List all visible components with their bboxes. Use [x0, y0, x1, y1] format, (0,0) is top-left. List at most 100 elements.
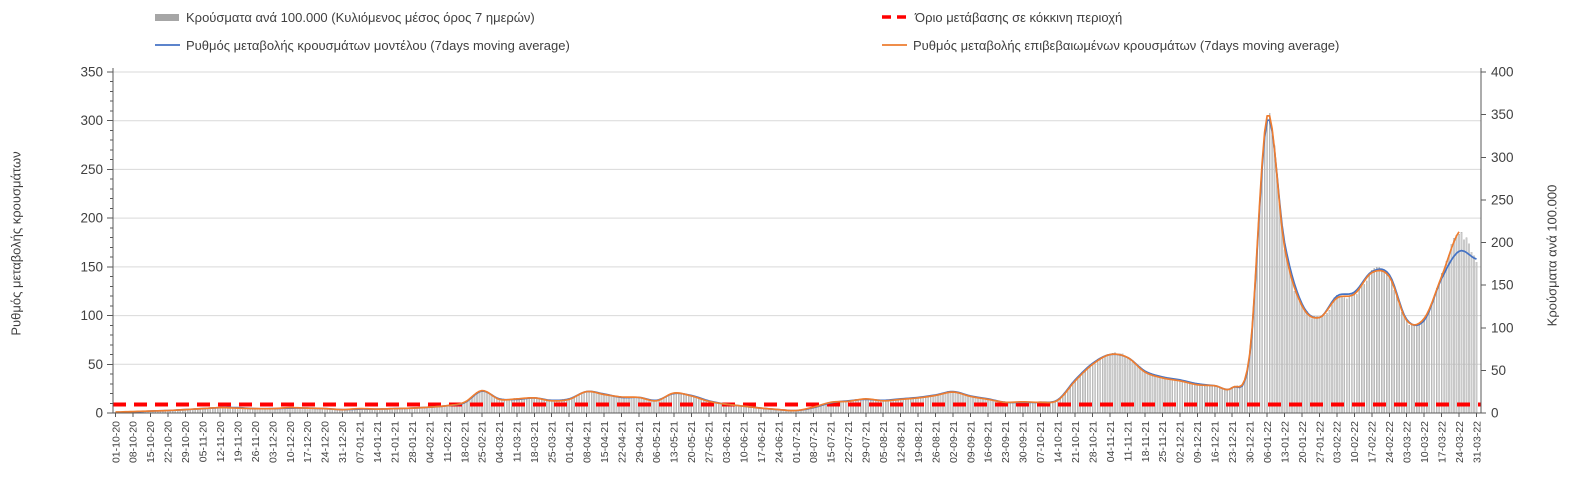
svg-text:13-01-22: 13-01-22 — [1279, 421, 1291, 463]
svg-text:05-08-21: 05-08-21 — [878, 421, 890, 463]
legend-label-model-line: Ρυθμός μεταβολής κρουσμάτων μοντέλου (7d… — [186, 37, 570, 53]
svg-text:400: 400 — [1491, 65, 1514, 80]
svg-text:16-12-21: 16-12-21 — [1210, 421, 1222, 463]
svg-text:25-02-21: 25-02-21 — [477, 421, 489, 463]
svg-text:17-06-21: 17-06-21 — [756, 421, 768, 463]
svg-text:22-07-21: 22-07-21 — [843, 421, 855, 463]
svg-text:08-07-21: 08-07-21 — [808, 421, 820, 463]
svg-text:24-06-21: 24-06-21 — [773, 421, 785, 463]
svg-text:27-01-22: 27-01-22 — [1314, 421, 1326, 463]
tick-marks — [107, 71, 1486, 414]
gridlines — [113, 71, 1481, 365]
svg-text:04-11-21: 04-11-21 — [1105, 421, 1117, 462]
orange-line-icon — [882, 44, 907, 46]
svg-text:300: 300 — [1491, 150, 1514, 165]
svg-text:50: 50 — [1491, 363, 1506, 378]
svg-text:150: 150 — [80, 259, 103, 274]
svg-text:28-10-21: 28-10-21 — [1087, 421, 1099, 463]
svg-text:200: 200 — [80, 211, 103, 226]
svg-text:01-07-21: 01-07-21 — [791, 421, 803, 463]
svg-text:19-08-21: 19-08-21 — [913, 421, 925, 463]
svg-text:26-11-20: 26-11-20 — [250, 421, 262, 462]
svg-text:300: 300 — [80, 113, 103, 128]
svg-text:31-03-22: 31-03-22 — [1471, 421, 1483, 463]
svg-text:26-08-21: 26-08-21 — [930, 421, 942, 463]
svg-text:21-10-21: 21-10-21 — [1070, 421, 1082, 463]
svg-text:350: 350 — [80, 65, 103, 80]
legend-label-confirmed-line: Ρυθμός μεταβολής επιβεβαιωμένων κρουσμάτ… — [913, 37, 1340, 53]
svg-text:11-03-21: 11-03-21 — [512, 421, 524, 462]
svg-text:24-12-20: 24-12-20 — [320, 421, 332, 463]
svg-text:18-11-21: 18-11-21 — [1140, 421, 1152, 462]
svg-text:24-03-22: 24-03-22 — [1454, 421, 1466, 463]
svg-text:14-01-21: 14-01-21 — [372, 421, 384, 463]
svg-text:22-04-21: 22-04-21 — [616, 421, 628, 463]
svg-text:50: 50 — [88, 357, 103, 372]
svg-text:03-02-22: 03-02-22 — [1332, 421, 1344, 463]
svg-text:09-09-21: 09-09-21 — [965, 421, 977, 463]
svg-text:08-10-20: 08-10-20 — [128, 421, 140, 463]
svg-text:29-07-21: 29-07-21 — [861, 421, 873, 463]
svg-text:17-12-20: 17-12-20 — [302, 421, 314, 463]
svg-text:29-10-20: 29-10-20 — [180, 421, 192, 463]
svg-text:20-01-22: 20-01-22 — [1297, 421, 1309, 463]
svg-text:04-02-21: 04-02-21 — [424, 421, 436, 463]
svg-text:10-12-20: 10-12-20 — [285, 421, 297, 463]
svg-text:03-06-21: 03-06-21 — [721, 421, 733, 463]
svg-text:150: 150 — [1491, 278, 1514, 293]
svg-text:24-02-22: 24-02-22 — [1384, 421, 1396, 463]
svg-text:06-05-21: 06-05-21 — [651, 421, 663, 463]
svg-text:10-06-21: 10-06-21 — [739, 421, 751, 463]
svg-text:18-03-21: 18-03-21 — [529, 421, 541, 463]
dashed-line-icon — [882, 15, 909, 19]
svg-text:0: 0 — [1491, 406, 1499, 421]
axes — [112, 68, 1482, 414]
svg-text:100: 100 — [80, 308, 103, 323]
svg-text:250: 250 — [1491, 192, 1514, 207]
x-axis-labels: 01-10-20 08-10-20 15-10-20 22-10-20 29-10-20… — [110, 413, 1483, 463]
svg-text:25-03-21: 25-03-21 — [547, 421, 559, 463]
svg-text:11-02-21: 11-02-21 — [442, 421, 454, 462]
svg-text:03-03-22: 03-03-22 — [1402, 421, 1414, 463]
svg-text:31-12-20: 31-12-20 — [337, 421, 349, 463]
svg-text:350: 350 — [1491, 107, 1514, 122]
svg-text:100: 100 — [1491, 320, 1514, 335]
blue-line-icon — [155, 44, 180, 46]
svg-text:28-01-21: 28-01-21 — [407, 421, 419, 463]
svg-text:17-03-22: 17-03-22 — [1436, 421, 1448, 463]
svg-text:10-03-22: 10-03-22 — [1419, 421, 1431, 463]
svg-text:07-01-21: 07-01-21 — [355, 421, 367, 463]
svg-text:250: 250 — [80, 162, 103, 177]
svg-text:08-04-21: 08-04-21 — [581, 421, 593, 463]
svg-text:11-11-21: 11-11-21 — [1122, 421, 1134, 462]
svg-text:29-04-21: 29-04-21 — [634, 421, 646, 463]
svg-text:23-12-21: 23-12-21 — [1227, 421, 1239, 463]
svg-text:200: 200 — [1491, 235, 1514, 250]
svg-text:16-09-21: 16-09-21 — [983, 421, 995, 463]
confirmed-line — [115, 114, 1460, 413]
svg-text:30-12-21: 30-12-21 — [1245, 421, 1257, 463]
svg-text:01-10-20: 01-10-20 — [110, 421, 122, 463]
svg-text:0: 0 — [95, 406, 103, 421]
svg-text:15-10-20: 15-10-20 — [145, 421, 157, 463]
svg-text:15-04-21: 15-04-21 — [599, 421, 611, 463]
svg-text:27-05-21: 27-05-21 — [704, 421, 716, 463]
legend-label-cases-bars: Κρούσματα ανά 100.000 (Κυλιόμενος μέσος … — [186, 9, 535, 25]
svg-text:19-11-20: 19-11-20 — [232, 421, 244, 462]
svg-text:14-10-21: 14-10-21 — [1053, 421, 1065, 463]
axis-tick-labels: 0 50 100 150 200 250 300 350 0 50 100 150 200 250 300 3… — [80, 65, 1513, 421]
cases-bars-series — [114, 113, 1478, 414]
legend-item-confirmed-line: Ρυθμός μεταβολής επιβεβαιωμένων κρουσμάτ… — [882, 38, 1339, 53]
svg-text:01-04-21: 01-04-21 — [564, 421, 576, 463]
bar-swatch-icon — [155, 14, 179, 21]
svg-text:25-11-21: 25-11-21 — [1157, 421, 1169, 462]
svg-text:07-10-21: 07-10-21 — [1035, 421, 1047, 463]
svg-text:03-12-20: 03-12-20 — [267, 421, 279, 463]
legend-item-model-line: Ρυθμός μεταβολής κρουσμάτων μοντέλου (7d… — [155, 38, 570, 53]
svg-text:18-02-21: 18-02-21 — [459, 421, 471, 463]
svg-text:13-05-21: 13-05-21 — [669, 421, 681, 463]
legend-item-cases-bars: Κρούσματα ανά 100.000 (Κυλιόμενος μέσος … — [155, 10, 535, 25]
svg-text:21-01-21: 21-01-21 — [390, 421, 402, 463]
